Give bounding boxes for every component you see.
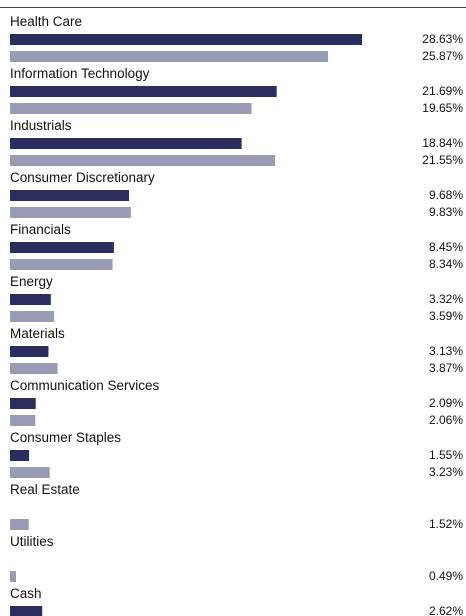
bar-health-care-1 [10,34,362,45]
bar-consumer-discretionary-1 [10,190,130,201]
value-label-consumer-staples-1: 1.55% [429,448,463,462]
bar-financials-1 [10,242,114,253]
bar-energy-2 [10,311,55,322]
bar-industrials-1 [10,138,242,149]
bar-utilities-2 [10,571,17,582]
value-label-communication-services-2: 2.06% [429,413,463,427]
value-label-energy-1: 3.32% [429,292,463,306]
bar-communication-services-1 [10,398,36,409]
value-label-consumer-discretionary-1: 9.68% [429,188,463,202]
sector-groups: Health Care 28.63% 25.87% Information Techn… [10,14,463,616]
value-label-communication-services-1: 2.09% [429,396,463,410]
value-label-financials-1: 8.45% [429,240,463,254]
category-label-financials: Financials [10,222,71,237]
value-label-industrials-2: 21.55% [422,153,463,167]
value-label-consumer-staples-2: 3.23% [429,465,463,479]
value-label-health-care-1: 28.63% [422,32,463,46]
value-label-financials-2: 8.34% [429,257,463,271]
category-label-health-care: Health Care [10,14,82,29]
bar-materials-2 [10,363,58,374]
value-label-cash-1: 2.62% [429,604,463,616]
value-label-consumer-discretionary-2: 9.83% [429,205,463,219]
category-label-information-technology: Information Technology [10,66,150,81]
category-label-communication-services: Communication Services [10,378,160,393]
bar-real-estate-2 [10,519,29,530]
value-label-information-technology-1: 21.69% [422,84,463,98]
bar-information-technology-2 [10,103,252,114]
bar-health-care-2 [10,51,329,62]
bar-consumer-staples-2 [10,467,50,478]
bar-consumer-discretionary-2 [10,207,131,218]
category-label-cash: Cash [10,586,42,601]
value-label-health-care-2: 25.87% [422,49,463,63]
category-label-energy: Energy [10,274,53,289]
value-label-materials-2: 3.87% [429,361,463,375]
value-label-real-estate-2: 1.52% [429,517,463,531]
bar-information-technology-1 [10,86,277,97]
bar-financials-2 [10,259,113,270]
category-label-consumer-discretionary: Consumer Discretionary [10,170,155,185]
value-label-materials-1: 3.13% [429,344,463,358]
category-label-real-estate: Real Estate [10,482,80,497]
value-label-industrials-1: 18.84% [422,136,463,150]
bar-cash-1 [10,606,43,616]
category-label-utilities: Utilities [10,534,54,549]
category-label-materials: Materials [10,326,65,341]
value-label-utilities-2: 0.49% [429,569,463,583]
bar-industrials-2 [10,155,275,166]
category-label-industrials: Industrials [10,118,72,133]
value-label-energy-2: 3.59% [429,309,463,323]
category-label-consumer-staples: Consumer Staples [10,430,121,445]
bar-materials-1 [10,346,49,357]
bar-energy-1 [10,294,51,305]
bar-communication-services-2 [10,415,36,426]
value-label-information-technology-2: 19.65% [422,101,463,115]
bar-consumer-staples-1 [10,450,30,461]
